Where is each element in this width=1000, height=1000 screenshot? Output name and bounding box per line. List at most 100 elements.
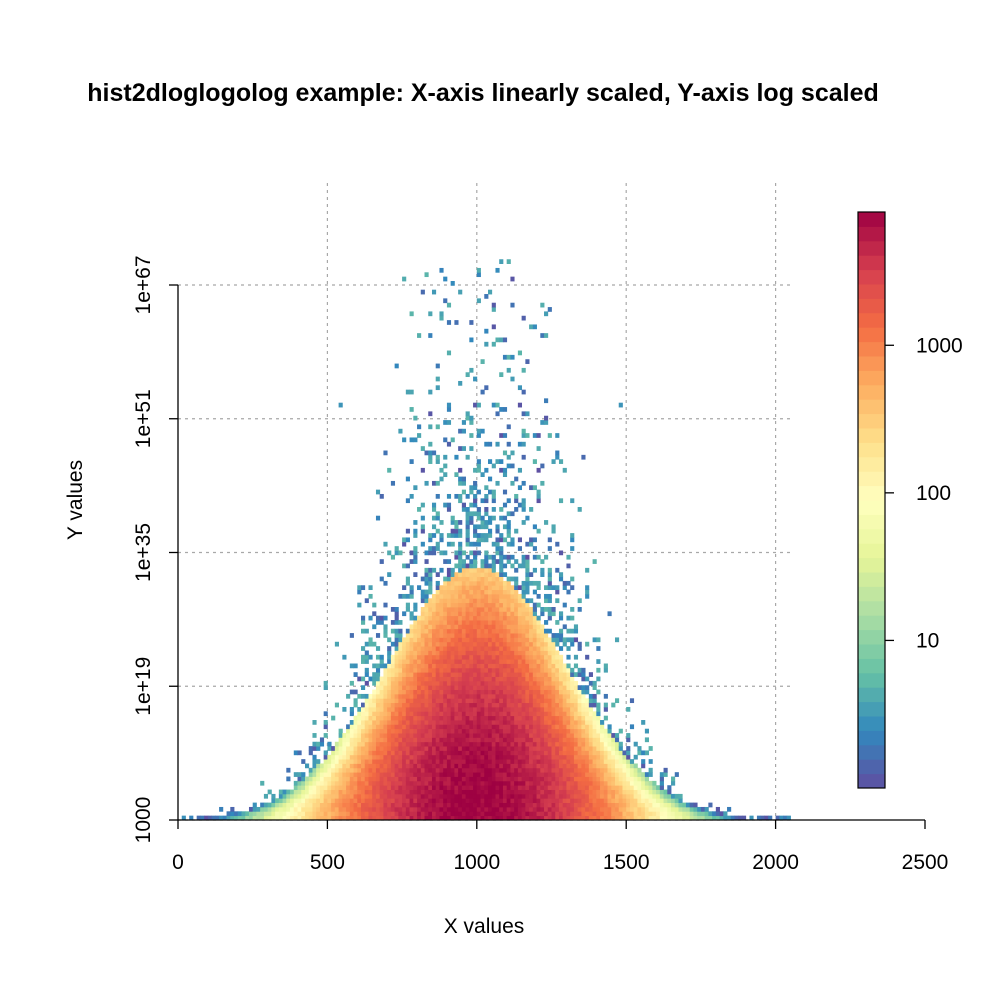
heatmap-cell xyxy=(570,772,575,777)
heatmap-cell xyxy=(502,524,508,530)
heatmap-cell xyxy=(458,663,463,669)
heatmap-cell xyxy=(461,746,466,751)
heatmap-cell xyxy=(517,563,523,569)
heatmap-cell xyxy=(428,628,433,634)
heatmap-cell xyxy=(555,802,560,808)
heatmap-cell xyxy=(499,589,504,595)
heatmap-cell xyxy=(431,567,437,573)
heatmap-cell xyxy=(562,815,567,821)
heatmap-cell xyxy=(417,759,422,764)
heatmap-cell xyxy=(521,728,526,734)
heatmap-cell xyxy=(469,611,474,617)
heatmap-cell xyxy=(461,446,466,451)
heatmap-cell xyxy=(629,789,635,795)
heatmap-cell xyxy=(469,706,474,712)
heatmap-cell xyxy=(398,759,403,764)
heatmap-cell xyxy=(525,741,530,747)
heatmap-cell xyxy=(398,650,403,656)
heatmap-cell xyxy=(540,754,545,760)
heatmap-cell xyxy=(499,785,504,790)
heatmap-cell xyxy=(349,741,354,747)
heatmap-cell xyxy=(473,672,478,677)
heatmap-cell xyxy=(488,650,493,656)
heatmap-cell xyxy=(641,750,646,756)
heatmap-cell xyxy=(700,811,706,817)
heatmap-cell xyxy=(585,654,590,660)
heatmap-cell xyxy=(558,459,564,464)
heatmap-cell xyxy=(189,815,194,821)
heatmap-cell xyxy=(450,689,455,695)
heatmap-cell xyxy=(525,602,530,608)
heatmap-cell xyxy=(577,689,582,695)
heatmap-cell xyxy=(532,733,537,738)
heatmap-cell xyxy=(398,772,403,777)
heatmap-cell xyxy=(469,811,474,817)
heatmap-cell xyxy=(536,585,541,591)
heatmap-cell xyxy=(465,706,470,712)
heatmap-cell xyxy=(446,793,452,799)
heatmap-cell xyxy=(581,676,586,682)
x-tick-label: 1000 xyxy=(453,851,500,874)
heatmap-cell xyxy=(383,737,388,743)
heatmap-cell xyxy=(417,733,422,738)
heatmap-cell xyxy=(405,641,410,647)
heatmap-cell xyxy=(353,702,358,708)
heatmap-cell xyxy=(581,793,586,799)
heatmap-cell xyxy=(585,689,590,695)
heatmap-cell xyxy=(420,528,425,534)
heatmap-cell xyxy=(402,711,407,717)
heatmap-cell xyxy=(297,811,302,817)
heatmap-cell xyxy=(712,811,717,817)
heatmap-cell xyxy=(603,759,608,764)
heatmap-cell xyxy=(435,815,440,821)
heatmap-cell xyxy=(446,815,452,821)
heatmap-cell xyxy=(446,806,452,812)
heatmap-cell xyxy=(417,676,422,682)
heatmap-cell xyxy=(491,463,496,469)
heatmap-cell xyxy=(405,672,410,677)
heatmap-cell xyxy=(488,685,493,690)
heatmap-cell xyxy=(454,737,459,743)
heatmap-cell xyxy=(413,811,418,817)
heatmap-cell xyxy=(450,659,455,664)
heatmap-cell xyxy=(480,611,485,617)
heatmap-cell xyxy=(551,672,556,677)
heatmap-cell xyxy=(502,746,508,751)
heatmap-cell xyxy=(629,785,635,790)
heatmap-cell xyxy=(323,724,328,730)
heatmap-cell xyxy=(342,654,347,660)
heatmap-cell xyxy=(495,576,500,582)
heatmap-cell xyxy=(435,528,440,534)
heatmap-cell xyxy=(454,572,459,577)
heatmap-cell xyxy=(588,698,593,704)
heatmap-cell xyxy=(379,689,384,695)
heatmap-cell xyxy=(626,789,631,795)
heatmap-cell xyxy=(495,646,500,651)
heatmap-cell xyxy=(592,733,597,738)
heatmap-cell xyxy=(443,759,448,764)
heatmap-cell xyxy=(648,793,653,799)
heatmap-cell xyxy=(428,746,433,751)
heatmap-cell xyxy=(540,746,545,751)
heatmap-cell xyxy=(443,815,448,821)
heatmap-cell xyxy=(484,815,489,821)
heatmap-cell xyxy=(346,780,351,786)
heatmap-cell xyxy=(349,789,354,795)
heatmap-cell xyxy=(536,620,541,625)
heatmap-cell xyxy=(573,637,579,643)
heatmap-cell xyxy=(465,815,470,821)
heatmap-cell xyxy=(551,759,556,764)
heatmap-cell xyxy=(443,785,448,790)
heatmap-cell xyxy=(349,689,354,695)
heatmap-cell xyxy=(547,789,552,795)
heatmap-cell xyxy=(424,785,429,790)
chart-title: hist2dloglogolog example: X-axis linearl… xyxy=(87,79,879,107)
heatmap-cell xyxy=(458,541,463,547)
heatmap-cell xyxy=(588,706,593,712)
heatmap-cell xyxy=(327,759,332,764)
heatmap-cell xyxy=(532,646,537,651)
heatmap-cell xyxy=(626,780,631,786)
heatmap-cell xyxy=(544,806,549,812)
heatmap-cell xyxy=(488,815,493,821)
heatmap-cell xyxy=(461,754,466,760)
